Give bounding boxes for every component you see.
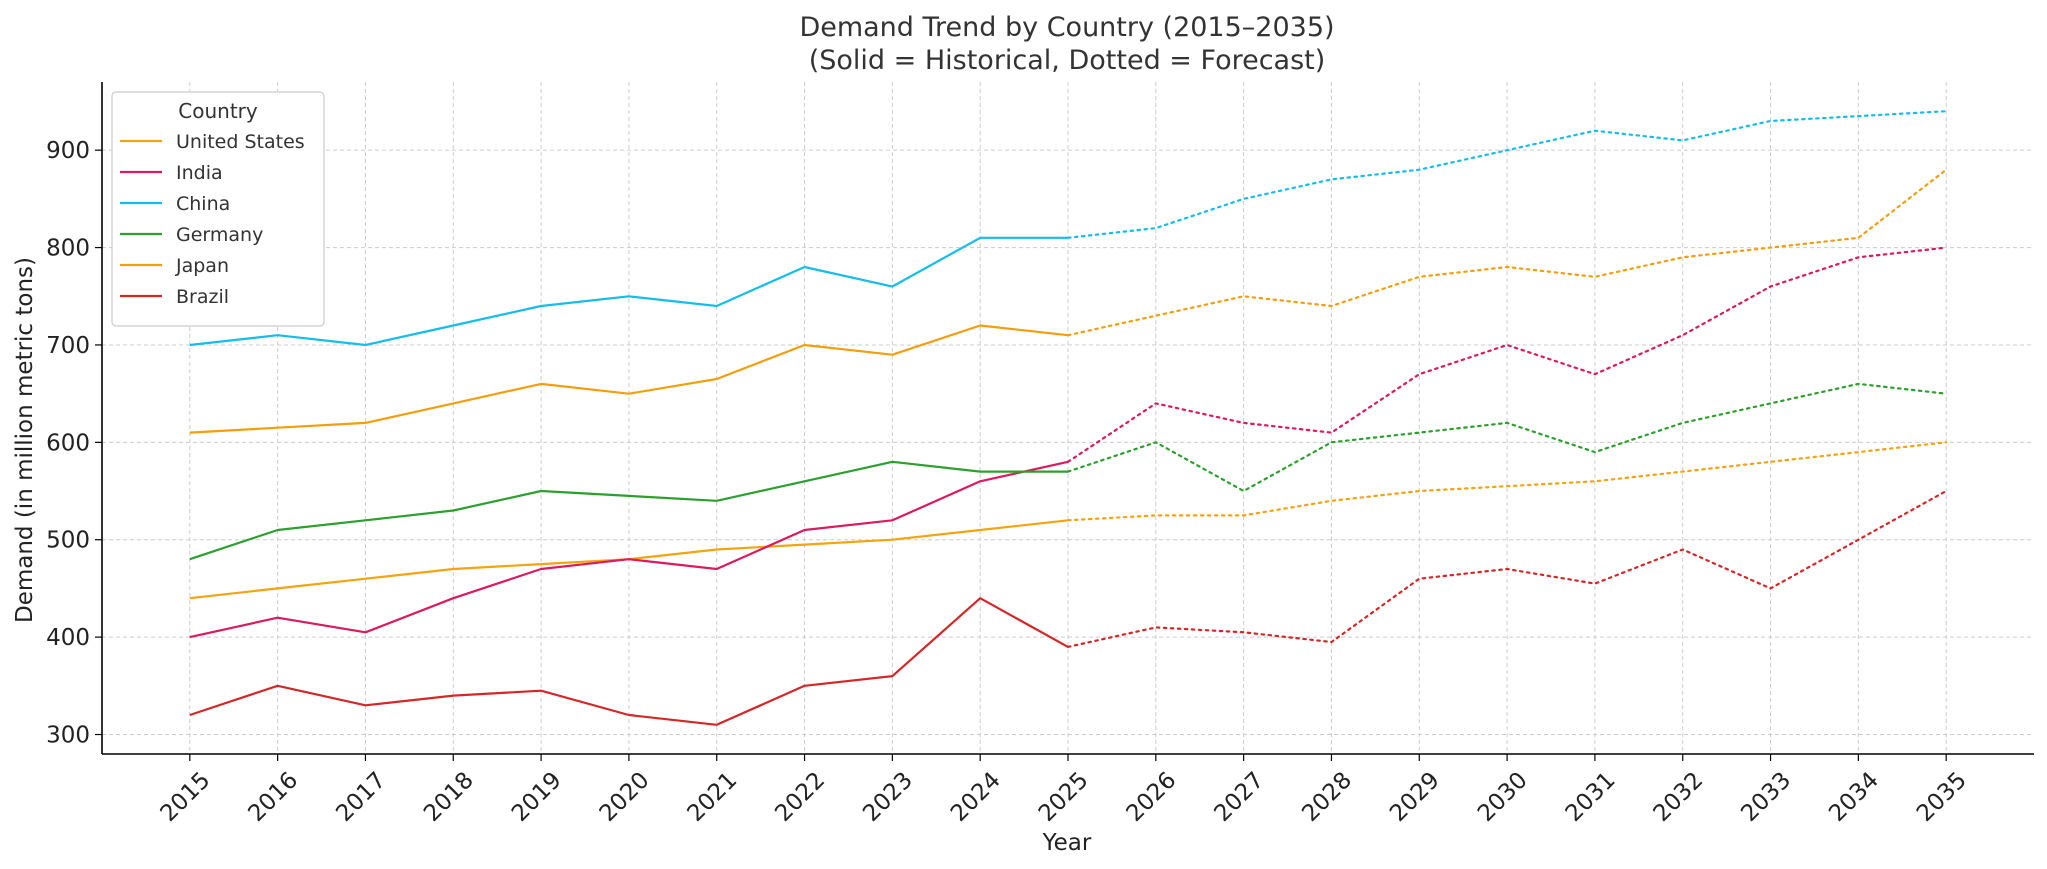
series-india-historical-line (189, 460, 1069, 639)
y-tick-label-800: 800 (46, 236, 90, 262)
chart-title: Demand Trend by Country (2015–2035) (799, 12, 1334, 43)
legend-label-japan: Japan (175, 255, 229, 277)
x-tick-label-2025: 2025 (1034, 767, 1094, 827)
y-tick-label-500: 500 (46, 528, 90, 554)
x-tick-label-2027: 2027 (1209, 767, 1269, 827)
x-tick-label-2018: 2018 (419, 767, 479, 827)
x-tick-label-2033: 2033 (1736, 767, 1796, 827)
y-tick-label-900: 900 (46, 138, 90, 164)
y-tick-label-400: 400 (46, 625, 90, 651)
chart-subtitle: (Solid = Historical, Dotted = Forecast) (809, 45, 1326, 76)
y-tick-label-600: 600 (46, 430, 90, 456)
x-tick-label-2020: 2020 (595, 767, 655, 827)
x-tick-label-2019: 2019 (507, 767, 567, 827)
x-tick-label-2026: 2026 (1122, 767, 1182, 827)
x-tick-label-2021: 2021 (683, 767, 743, 827)
x-tick-label-2023: 2023 (858, 767, 918, 827)
x-axis-label: Year (1042, 830, 1092, 856)
x-tick-label-2035: 2035 (1912, 767, 1972, 827)
series-brazil-historical-line (189, 597, 1069, 726)
series-lines (189, 110, 1948, 726)
x-tick-label-2029: 2029 (1385, 767, 1445, 827)
legend-box (111, 91, 325, 327)
x-tick-label-2024: 2024 (946, 767, 1006, 827)
x-tick-label-2031: 2031 (1561, 767, 1621, 827)
y-axis-label: Demand (in million metric tons) (12, 257, 38, 623)
x-tick-label-2015: 2015 (156, 767, 216, 827)
legend-label-brazil: Brazil (176, 286, 229, 308)
legend-title: Country (178, 99, 258, 123)
x-tick-label-2028: 2028 (1297, 767, 1357, 827)
axes: 2015 2016 2017 2018 2019 2020 2021 2022 2023 2024… (46, 82, 2034, 827)
x-tick-label-2017: 2017 (331, 767, 391, 827)
y-tick-label-300: 300 (46, 723, 90, 749)
series-japan-forecast-line (1066, 168, 1948, 337)
x-tick-label-2016: 2016 (243, 767, 303, 827)
x-tick-label-2022: 2022 (770, 767, 830, 827)
legend-label-united-states: United States (176, 131, 305, 153)
legend: Country United States India China Germany Jap… (111, 91, 325, 327)
series-united-states-forecast-line (1066, 441, 1948, 522)
series-brazil-forecast-line (1066, 489, 1948, 649)
legend-label-germany: Germany (176, 224, 263, 246)
x-tick-label-2032: 2032 (1649, 767, 1709, 827)
y-tick-label-700: 700 (46, 333, 90, 359)
legend-label-india: India (176, 162, 223, 184)
series-china-historical-line (189, 236, 1068, 347)
x-tick-label-2034: 2034 (1824, 767, 1884, 827)
x-tick-label-2030: 2030 (1473, 767, 1533, 827)
series-japan-historical-line (189, 324, 1069, 434)
series-germany-forecast-line (1066, 382, 1948, 493)
series-germany-historical-line (189, 460, 1068, 561)
series-china-forecast-line (1066, 110, 1948, 239)
legend-label-china: China (176, 193, 230, 215)
